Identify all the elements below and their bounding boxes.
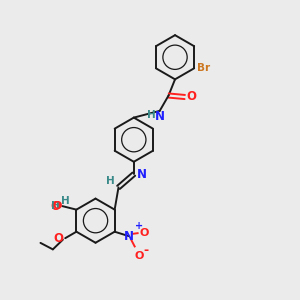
- Text: N: N: [137, 168, 147, 181]
- Text: H: H: [61, 196, 70, 206]
- Text: O: O: [53, 201, 62, 211]
- Text: H: H: [146, 110, 155, 120]
- Text: O: O: [54, 232, 64, 245]
- Text: +: +: [135, 221, 143, 231]
- Text: H: H: [106, 176, 115, 186]
- Text: O: O: [51, 200, 61, 213]
- Text: N: N: [155, 110, 165, 123]
- Text: N: N: [124, 230, 134, 243]
- Text: O: O: [134, 251, 143, 261]
- Text: Br: Br: [197, 63, 210, 73]
- Text: -: -: [143, 244, 148, 257]
- Text: O: O: [140, 228, 149, 238]
- Text: H: H: [51, 201, 59, 211]
- Text: O: O: [187, 91, 197, 103]
